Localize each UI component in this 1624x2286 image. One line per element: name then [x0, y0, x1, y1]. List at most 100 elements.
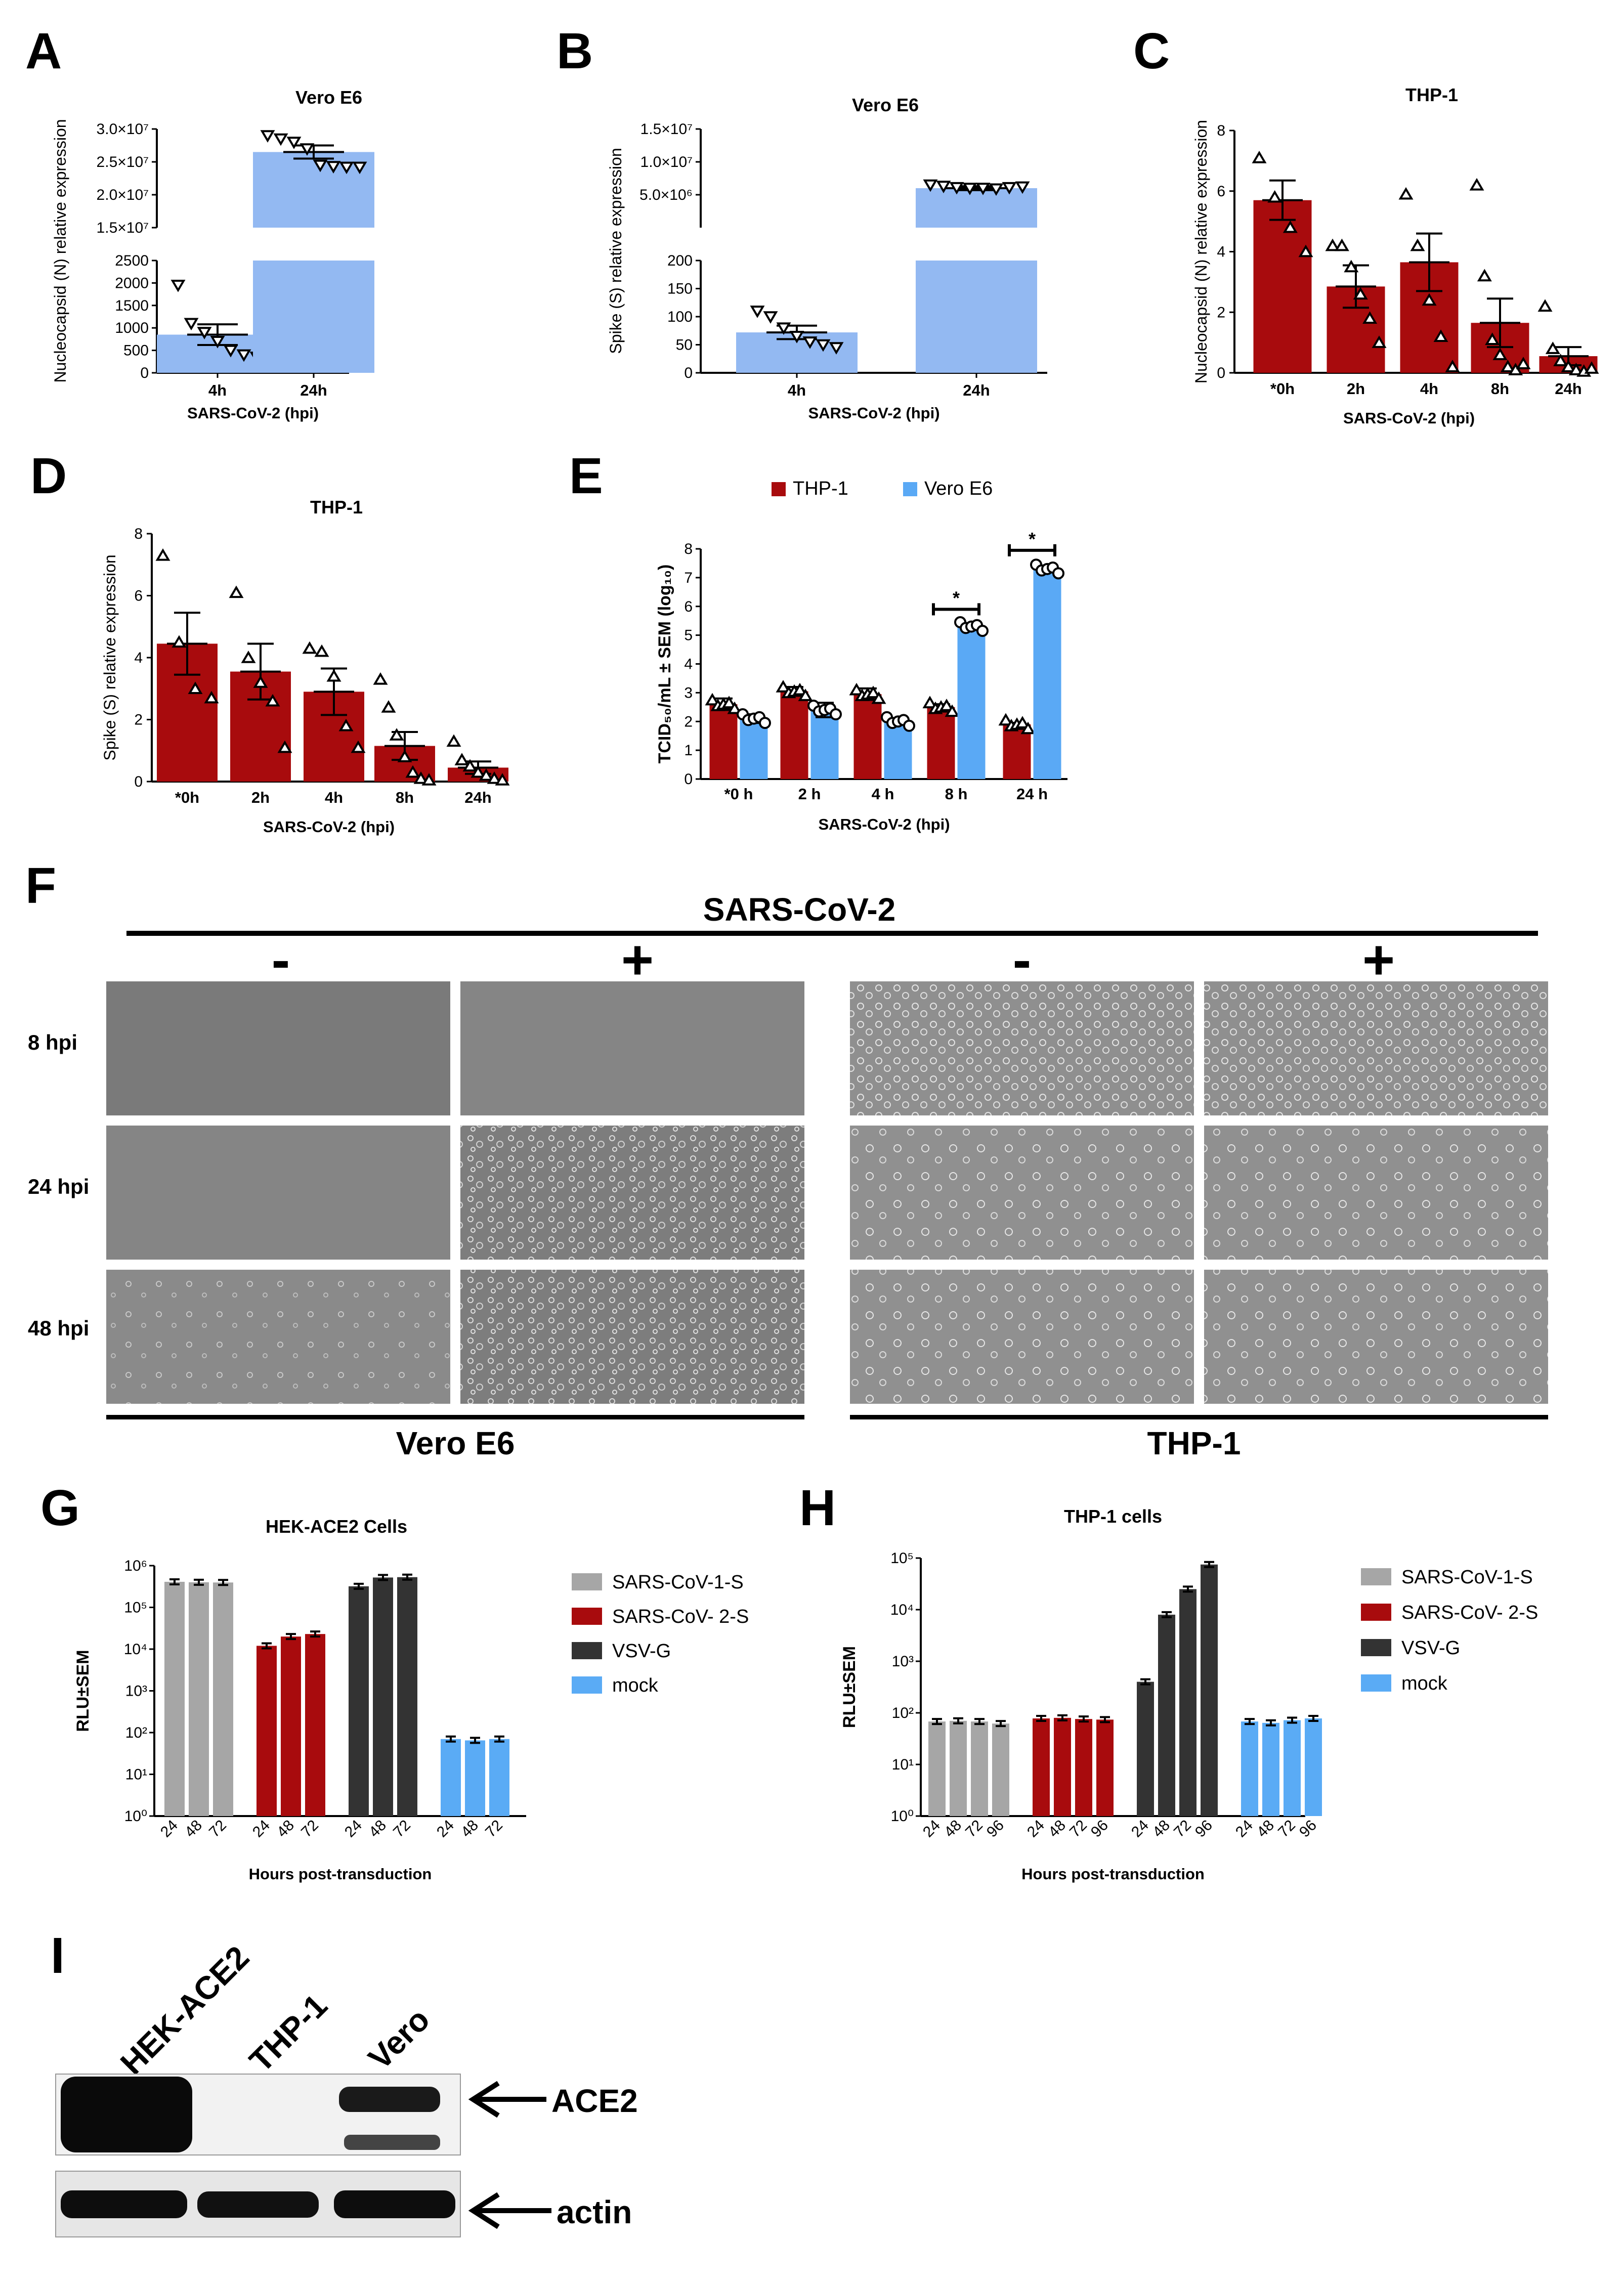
data-point-THP-1-2 h: [776, 680, 791, 693]
bar-lower-24h: [253, 261, 374, 373]
legend-label-THP-1: THP-1: [793, 478, 848, 499]
micrograph-thp1-mock-24hpi: [850, 1126, 1194, 1260]
data-point-24h: [313, 159, 328, 172]
micrograph-vero-mock-8hpi: [106, 981, 450, 1115]
bar-THP-1-8 h: [927, 707, 955, 779]
row-label-48hpi: 48 hpi: [28, 1316, 89, 1340]
y-tick-label: 1500: [115, 297, 149, 314]
data-point-*0h: [1283, 220, 1298, 233]
data-point-8h: [413, 771, 429, 784]
bar-mock-72: [489, 1739, 509, 1816]
data-point-24h: [936, 181, 951, 193]
data-point-8h: [421, 773, 437, 786]
micrograph-vero-inf-48hpi: [460, 1270, 804, 1404]
legend-label-SARS-CoV- 2-S: SARS-CoV- 2-S: [612, 1606, 749, 1627]
bar-Vero E6-24 h: [1033, 569, 1061, 779]
bar-VSV-G-24: [349, 1586, 369, 1816]
y-tick-label: 1: [684, 742, 693, 759]
bar-VSV-G-72: [1179, 1589, 1196, 1816]
data-point-THP-1-24 h: [1020, 721, 1036, 735]
data-point-24h: [260, 130, 275, 143]
data-point-8h: [381, 700, 396, 713]
micrograph-vero-inf-24hpi: [460, 1126, 804, 1260]
data-point-THP-1-*0 h: [727, 701, 742, 714]
data-point-4h: [776, 322, 791, 335]
data-point-4h: [338, 718, 354, 731]
micrograph-thp1-inf-48hpi: [1204, 1270, 1548, 1404]
x-tick-label: 8 h: [945, 785, 968, 803]
data-point-*0h: [155, 548, 170, 561]
y-tick-label: 10¹: [125, 1766, 147, 1783]
bar-VSV-G-24: [1137, 1681, 1154, 1816]
legend-label-SARS-CoV-1-S: SARS-CoV-1-S: [1401, 1567, 1533, 1588]
x-axis-label: SARS-CoV-2 (hpi): [808, 404, 939, 422]
data-point-*0h: [1298, 244, 1313, 257]
bar-SARS-CoV-1-S-24: [164, 1581, 185, 1816]
x-axis-label: SARS-CoV-2 (hpi): [263, 818, 395, 836]
bar-SARS-CoV- 2-S-96: [1096, 1719, 1114, 1816]
data-point-24h: [1002, 182, 1017, 195]
x-tick-label: 24h: [1555, 380, 1582, 398]
data-point-4h: [314, 644, 329, 657]
data-point-2h: [1334, 238, 1349, 251]
legend-label-VSV-G: VSV-G: [612, 1641, 671, 1662]
bar-SARS-CoV-1-S-48: [189, 1582, 209, 1816]
legend-swatch-mock: [1361, 1674, 1391, 1692]
legend-swatch-SARS-CoV-1-S: [1361, 1568, 1391, 1585]
data-point-24h: [1561, 360, 1576, 372]
x-tick-label: 24 h: [1016, 785, 1048, 803]
data-point-8h: [1500, 360, 1515, 372]
data-point-24h: [1553, 354, 1568, 366]
data-point-24h: [949, 182, 964, 195]
data-point-THP-1-4 h: [866, 685, 881, 699]
data-point-4h: [302, 641, 317, 654]
bar-THP-1-4 h: [853, 694, 882, 779]
bar-*0h: [1253, 200, 1312, 373]
y-tick-label: 0: [1217, 365, 1225, 381]
data-point-24h: [487, 771, 502, 784]
data-point-24h: [495, 773, 510, 786]
legend-label-Vero E6: Vero E6: [924, 478, 993, 499]
data-point-THP-1-2 h: [798, 688, 813, 701]
y-tick-label: 10⁰: [124, 1808, 147, 1825]
legend-label-mock: mock: [612, 1675, 659, 1696]
data-point-24h: [454, 753, 469, 765]
bar-VSV-G-72: [397, 1577, 417, 1816]
bar-THP-1-2 h: [780, 691, 808, 779]
y-tick-label: 10⁴: [890, 1602, 914, 1618]
data-point-8h: [397, 750, 412, 762]
data-point-2h: [1362, 311, 1378, 324]
band-ace2-vero: [339, 2087, 440, 2112]
data-point-THP-1-8 h: [939, 699, 954, 711]
y-tick-label: 8: [1217, 122, 1225, 139]
data-point-8h: [1485, 332, 1500, 345]
data-point-8h: [1492, 348, 1508, 360]
x-tick-label: *0h: [1270, 380, 1295, 398]
data-point-24h: [1015, 181, 1030, 194]
y-tick-label: 100: [667, 309, 693, 325]
chart-title: Vero E6: [852, 95, 919, 115]
y-tick-label: 150: [667, 281, 693, 297]
data-point-24h: [286, 137, 302, 149]
lane-label-thp1: THP-1: [242, 1987, 334, 2079]
actin-arrow-icon: [468, 2192, 551, 2229]
data-point-24h: [339, 161, 354, 175]
y-tick-label: 4: [134, 650, 143, 666]
data-point-2h: [265, 694, 280, 707]
bar-SARS-CoV-1-S-72: [971, 1721, 988, 1816]
y-tick-label: 1000: [115, 320, 149, 336]
bar-mock-48: [1262, 1722, 1279, 1816]
data-point-24h: [923, 179, 938, 192]
data-point-8h: [373, 672, 388, 685]
data-point-Vero E6-*0 h: [759, 717, 771, 729]
data-point-24h: [1545, 341, 1560, 354]
y-tick-label: 8: [134, 526, 143, 542]
lane-label-hek-ace2: HEK-ACE2: [113, 1939, 256, 2082]
bar-SARS-CoV- 2-S-72: [1075, 1719, 1092, 1816]
y-tick-label: 10⁶: [124, 1558, 147, 1574]
data-point-24h: [446, 734, 461, 747]
y-tick-label: 10³: [125, 1683, 147, 1700]
